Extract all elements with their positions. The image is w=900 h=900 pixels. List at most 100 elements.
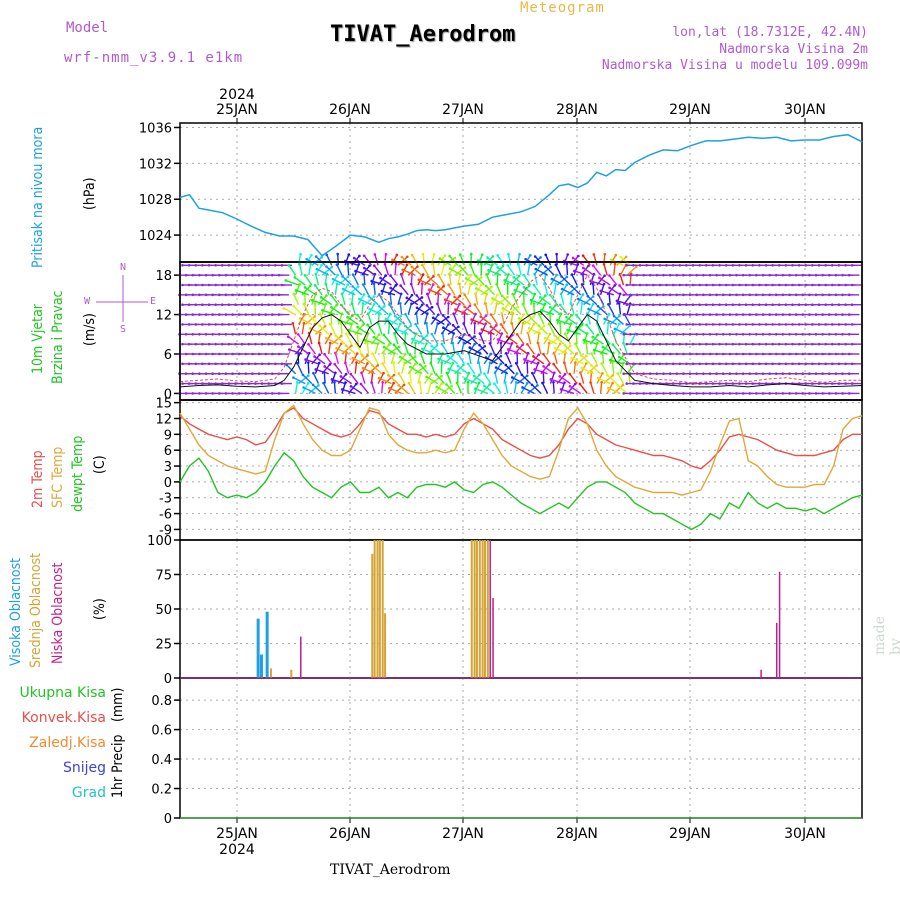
wind-arrow-head	[194, 263, 198, 267]
wind-arrow-head	[738, 303, 741, 307]
wind-arrow-head	[404, 312, 407, 316]
wind-arrow-head	[741, 372, 745, 376]
wind-arrow-head	[267, 362, 270, 366]
wind-arrow-head	[440, 361, 444, 364]
wind-arrow	[362, 367, 376, 375]
wind-arrow-head	[240, 362, 244, 366]
wind-arrow-head	[777, 283, 781, 287]
wind-arrow-head	[603, 274, 606, 277]
wind-arrow	[426, 293, 432, 305]
wind-arrow-head	[204, 352, 208, 356]
wind-arrow	[411, 338, 425, 345]
wind-arrow-head	[617, 322, 621, 326]
wind-arrow-head	[532, 283, 536, 287]
wind-arrow	[546, 342, 550, 355]
wind-arrow-head	[738, 382, 741, 385]
wind-arrow-head	[678, 283, 682, 287]
wind-arrow	[387, 323, 391, 335]
wind-arrow	[468, 352, 472, 364]
wind-arrow-head	[518, 252, 521, 256]
cloud-bar	[486, 540, 489, 678]
model-altitude-label: Nadmorska Visina u modelu 109.099m	[601, 58, 868, 73]
wind-arrow-head	[420, 334, 423, 338]
wind-arrow-head	[181, 303, 184, 307]
wind-arrow-head	[704, 303, 708, 307]
wind-arrow-head	[313, 315, 317, 318]
wind-arrow-head	[381, 380, 384, 384]
wind-arrow-head	[340, 388, 344, 391]
wind-arrow	[318, 342, 323, 355]
wind-arrow-head	[264, 293, 267, 297]
wind-arrow	[561, 288, 575, 296]
wind-arrow	[325, 283, 330, 296]
y-tick-label: 100	[147, 534, 172, 549]
wind-arrow	[421, 335, 432, 345]
wind-arrow-head	[777, 323, 781, 326]
wind-arrow-head	[847, 273, 851, 277]
wind-arrow	[475, 275, 485, 286]
wind-arrow-head	[237, 392, 241, 395]
wind-arrow-head	[383, 262, 387, 266]
wind-arrow-head	[625, 362, 629, 366]
wind-arrow-head	[662, 332, 665, 336]
wind-arrow-head	[695, 273, 698, 277]
wind-arrow-head	[529, 298, 533, 302]
wind-arrow-head	[336, 252, 340, 256]
wind-arrow-head	[482, 384, 486, 388]
wind-arrow-head	[517, 316, 521, 320]
wind-arrow	[514, 289, 528, 296]
wind-arrow	[617, 372, 625, 384]
wind-arrow	[394, 384, 405, 394]
wind-arrow-head	[695, 313, 698, 316]
wind-arrow-head	[622, 341, 625, 345]
wind-arrow-head	[691, 283, 695, 287]
wind-arrow	[556, 276, 568, 286]
wind-arrow-head	[581, 254, 585, 257]
wind-arrow-head	[436, 313, 440, 317]
wind-arrow-head	[191, 293, 195, 297]
wind-arrow-head	[544, 265, 547, 268]
wind-arrow-head	[784, 263, 788, 267]
wind-arrow-head	[260, 283, 264, 287]
wind-arrow-head	[724, 323, 728, 326]
wind-arrow-head	[711, 323, 715, 326]
x-label-top: 28JAN	[556, 102, 598, 118]
wind-arrow-head	[688, 293, 692, 297]
wind-arrow-head	[435, 373, 438, 376]
wind-arrow-head	[257, 352, 261, 356]
wind-arrow	[540, 266, 552, 276]
wind-arrow-head	[538, 295, 542, 299]
wind-arrow-head	[735, 332, 738, 336]
wind-arrow-head	[728, 332, 732, 336]
wind-arrow-head	[751, 263, 754, 267]
chart-title: TIVAT_Aerodrom	[330, 22, 516, 47]
wind-arrow-head	[442, 284, 445, 288]
y-tick-label: 1036	[139, 121, 172, 136]
wind-arrow-head	[824, 362, 827, 366]
wind-arrow-head	[741, 293, 745, 297]
wind-arrow-head	[264, 273, 267, 277]
wind-arrow	[345, 333, 353, 345]
wind-arrow-head	[797, 342, 801, 346]
wind-arrow-head	[678, 362, 682, 366]
wind-arrow-head	[267, 323, 270, 326]
wind-arrow	[564, 344, 575, 355]
wind-arrow	[495, 283, 502, 296]
wind-arrow-head	[555, 273, 558, 277]
wind-arrow	[311, 299, 326, 306]
wind-arrow	[618, 303, 622, 315]
wind-arrow	[550, 335, 561, 345]
wind-arrow-head	[817, 362, 821, 366]
wind-arrow	[448, 368, 462, 375]
wind-arrow-head	[824, 263, 827, 267]
wind-arrow	[294, 283, 301, 296]
wind-arrow-head	[632, 382, 635, 385]
wind-arrow-head	[811, 362, 814, 366]
wind-arrow-head	[655, 332, 659, 336]
wind-arrow-head	[376, 364, 380, 367]
wind-arrow-head	[655, 352, 659, 356]
wind-arrow-head	[271, 392, 274, 395]
wind-arrow-head	[184, 332, 188, 336]
wind-arrow-head	[781, 352, 785, 356]
wind-arrow-head	[529, 254, 532, 257]
